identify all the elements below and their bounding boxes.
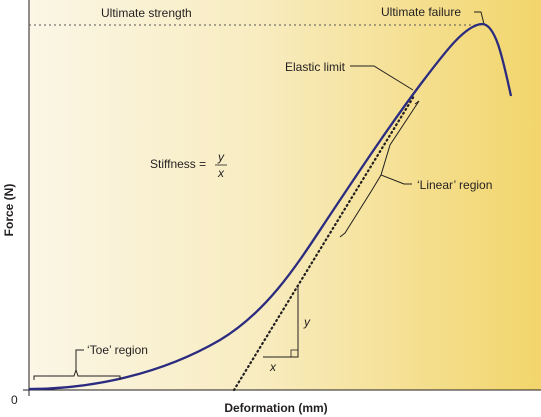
elastic-limit-label: Elastic limit <box>285 60 346 74</box>
ultimate-failure-label: Ultimate failure <box>381 5 461 19</box>
triangle-x-label: x <box>269 360 277 374</box>
tangent-dotted-line <box>232 94 416 392</box>
ultimate-strength-label: Ultimate strength <box>101 6 192 20</box>
plot-background <box>29 0 541 390</box>
stiffness-numerator: y <box>217 150 225 164</box>
stiffness-formula-prefix: Stiffness = <box>150 157 206 171</box>
triangle-y-label: y <box>303 315 311 329</box>
toe-region-leader <box>75 349 84 370</box>
y-axis-title: Force (N) <box>2 184 16 237</box>
x-axis-title: Deformation (mm) <box>224 401 327 415</box>
elastic-limit-leader <box>350 65 414 91</box>
linear-region-label: ‘Linear’ region <box>417 178 492 192</box>
right-angle-marker <box>290 349 299 358</box>
toe-region-label: ‘Toe’ region <box>87 343 148 357</box>
linear-region-leader <box>380 174 412 185</box>
stiffness-denominator: x <box>217 166 225 180</box>
force-deformation-curve <box>28 22 513 391</box>
origin-label: 0 <box>11 393 18 407</box>
ultimate-failure-leader <box>474 11 485 25</box>
